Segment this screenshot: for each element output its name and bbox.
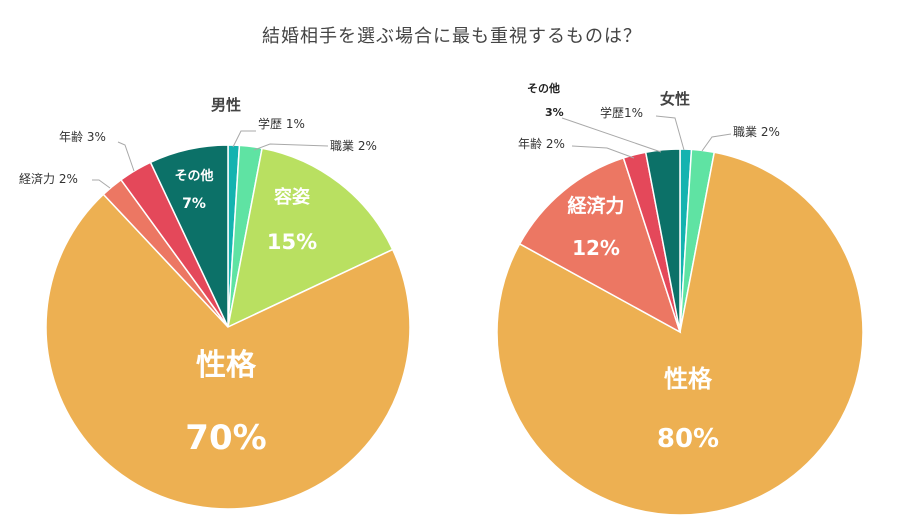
slice-label-value: 7% (182, 196, 206, 212)
slice-label-value: 80% (657, 424, 719, 454)
slice-label-value: 3% (545, 106, 564, 119)
leader-line (701, 133, 732, 152)
chart-title: 結婚相手を選ぶ場合に最も重視するものは？ (262, 26, 642, 47)
leader-line (571, 145, 635, 159)
slice-label-value: 70% (185, 418, 266, 458)
pie-title: 女性 (660, 90, 690, 108)
leader-line (92, 179, 111, 189)
slice-label: 学歴1% (600, 105, 643, 120)
slice-label-name: 容姿 (274, 186, 310, 208)
slice-label-name: その他 (174, 168, 213, 184)
leader-line (117, 141, 135, 172)
slice-label: 年齢 3% (59, 129, 106, 144)
pie-slice-容姿 (226, 147, 394, 329)
slice-label-name: 経済力 (567, 194, 624, 217)
leader-line (561, 117, 662, 153)
slice-label-value: 15% (267, 230, 317, 254)
slice-label: 年齢 2% (518, 136, 565, 151)
slice-label: 職業 2% (330, 139, 377, 153)
slice-label-value: 12% (572, 236, 620, 260)
leader-line (232, 130, 256, 148)
leader-line (655, 115, 685, 151)
pie-slice-その他 (149, 144, 229, 328)
slice-label: 職業 2% (733, 125, 780, 139)
slice-label-name: 性格 (196, 348, 257, 383)
pie-slice-性格 (45, 193, 411, 510)
slice-label: 学歴 1% (258, 116, 305, 131)
pie-title: 男性 (211, 96, 241, 114)
leader-line (253, 143, 329, 151)
slice-label: 経済力 2% (19, 171, 78, 186)
pie-slice-経済力 (518, 157, 682, 334)
slice-label-name: 性格 (664, 365, 713, 393)
pie-slice-その他 (644, 148, 681, 333)
slice-label-name: その他 (527, 81, 560, 95)
pie-slice-性格 (496, 151, 864, 516)
